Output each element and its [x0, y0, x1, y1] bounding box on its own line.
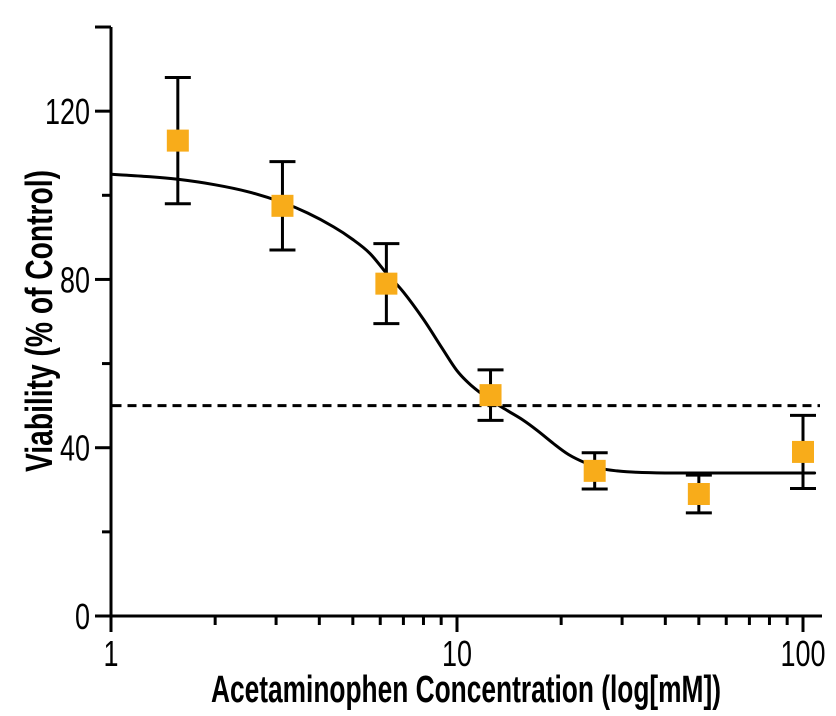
- y-axis-tick-label: 120: [45, 91, 90, 132]
- data-point-marker: [271, 194, 294, 217]
- x-axis-title: Acetaminophen Concentration (log[mM]): [211, 669, 721, 711]
- data-point-marker: [687, 482, 710, 505]
- y-axis-tick-label: 0: [75, 596, 90, 637]
- data-point-marker: [479, 384, 502, 407]
- data-point-marker: [583, 459, 606, 482]
- x-axis-tick-label: 100: [781, 633, 826, 674]
- data-point-marker: [166, 129, 189, 152]
- y-axis-title: Viability (% of Control): [19, 170, 61, 472]
- data-point-marker: [375, 272, 398, 295]
- y-axis-tick-label: 40: [60, 428, 90, 469]
- x-axis-tick-label: 1: [104, 633, 119, 674]
- data-point-marker: [792, 440, 814, 463]
- y-axis-tick-label: 80: [60, 259, 90, 300]
- fit-curve: [109, 172, 817, 475]
- x-axis-tick-label: 10: [442, 633, 472, 674]
